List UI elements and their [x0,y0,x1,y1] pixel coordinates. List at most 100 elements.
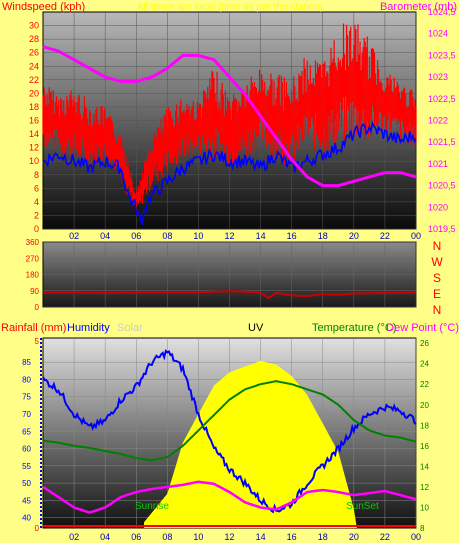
barometer-tick-0: 1019,5 [428,224,456,234]
time-tick-top-11: 00 [411,231,421,241]
average-wind-line [42,121,417,226]
uv-label: UV [248,322,264,334]
temperature-tick-3: 14 [420,462,429,471]
windspeed-tick-0: 0 [34,224,39,234]
time-tick-bottom-7: 16 [287,532,297,542]
time-tick-bottom-10: 22 [380,532,390,542]
time-tick-bottom-11: 00 [411,532,421,542]
humidity-tick-2: 50 [22,479,31,488]
time-tick-top-0: 02 [69,231,79,241]
time-tick-bottom-2: 06 [131,532,141,542]
humidity-tick-3: 55 [22,462,31,471]
barometer-tick-4: 1021,5 [428,137,456,147]
temperature-tick-0: 8 [420,524,425,533]
windspeed-axis-label: Windspeed (kph) [2,1,85,13]
windspeed-tick-10: 20 [29,88,39,98]
temperature-label: Temperature (°C) [312,322,396,334]
windspeed-tick-12: 24 [29,61,39,71]
time-tick-bottom-9: 20 [349,532,359,542]
humidity-tick-4: 60 [22,445,31,454]
dewpoint-label: Dew Point (°C) [386,322,459,334]
time-tick-top-1: 04 [100,231,110,241]
humidity-tick-1: 45 [22,496,31,505]
barometer-tick-10: 1024,5 [428,7,456,17]
climate-ticks: 4045505560657075808581012141618202224260… [22,337,429,542]
direction-tick-2: 180 [26,271,40,280]
temperature-tick-4: 16 [420,442,429,451]
windspeed-tick-11: 22 [29,75,39,85]
direction-tick-3: 270 [26,254,40,263]
time-tick-top-7: 16 [287,231,297,241]
direction-tick-1: 90 [30,287,39,296]
temperature-tick-6: 20 [420,401,429,410]
time-tick-bottom-5: 12 [224,532,234,542]
barometer-tick-9: 1024 [428,29,448,39]
compass-label-2: S [433,271,441,285]
time-tick-bottom-4: 10 [193,532,203,542]
barometer-axis-label: Barometer (mb) [380,1,457,13]
windspeed-tick-3: 6 [34,183,39,193]
barometer-tick-5: 1022 [428,116,448,126]
barometer-line [42,45,417,188]
windspeed-tick-15: 30 [29,21,39,31]
humidity-line [42,349,417,514]
time-tick-top-2: 06 [131,231,141,241]
rainfall-tick-0: 0 [35,524,40,533]
temperature-tick-9: 26 [420,339,429,348]
time-tick-top-4: 10 [193,231,203,241]
barometer-tick-7: 1023 [428,72,448,82]
time-tick-top-8: 18 [318,231,328,241]
time-tick-bottom-3: 08 [162,532,172,542]
time-tick-bottom-6: 14 [256,532,266,542]
temperature-tick-5: 18 [420,421,429,430]
humidity-tick-8: 80 [22,375,31,384]
direction-tick-4: 360 [26,238,40,247]
windspeed-tick-5: 10 [29,156,39,166]
time-tick-top-10: 22 [380,231,390,241]
time-tick-top-6: 14 [256,231,266,241]
barometer-tick-3: 1021 [428,159,448,169]
windspeed-tick-9: 18 [29,102,39,112]
wind-pressure-ticks: 0246810121416182022242628301019,51020102… [29,7,456,241]
windspeed-tick-7: 14 [29,129,39,139]
barometer-tick-2: 1020,5 [428,181,456,191]
windspeed-tick-6: 12 [29,143,39,153]
sunset-annotation: SunSet [346,501,379,512]
time-tick-top-3: 08 [162,231,172,241]
windspeed-tick-4: 8 [34,170,39,180]
time-tick-bottom-8: 18 [318,532,328,542]
rainfall-tick-1: 5 [35,337,40,346]
sunrise-annotation: Sunrise [135,501,169,512]
temperature-tick-1: 10 [420,503,429,512]
wind-pressure-series [42,23,417,226]
compass-label-4: N [433,303,442,317]
time-tick-bottom-0: 02 [69,532,79,542]
time-tick-top-5: 12 [224,231,234,241]
wind-direction-series [43,290,417,300]
windspeed-tick-8: 16 [29,116,39,126]
temperature-line [42,380,417,462]
solar-label: Solar [117,322,143,334]
climate-series [42,349,417,528]
wind-direction-line [43,290,417,300]
barometer-tick-1: 1020 [428,202,448,212]
barometer-tick-8: 1023,5 [428,50,456,60]
windspeed-tick-1: 2 [34,210,39,220]
windspeed-tick-2: 4 [34,197,39,207]
humidity-tick-7: 75 [22,393,31,402]
time-tick-top-9: 20 [349,231,359,241]
windspeed-tick-14: 28 [29,34,39,44]
compass-label-0: N [433,239,442,253]
windspeed-tick-13: 26 [29,48,39,58]
humidity-label: Humidity [67,322,110,334]
dewpoint-line [42,480,417,514]
temperature-tick-2: 12 [420,483,429,492]
compass-label-1: W [431,255,443,269]
rainfall-label: Rainfall (mm) [1,322,66,334]
time-tick-bottom-1: 04 [100,532,110,542]
temperature-tick-7: 22 [420,380,429,389]
compass-label-3: E [433,287,441,301]
temperature-tick-8: 24 [420,360,429,369]
